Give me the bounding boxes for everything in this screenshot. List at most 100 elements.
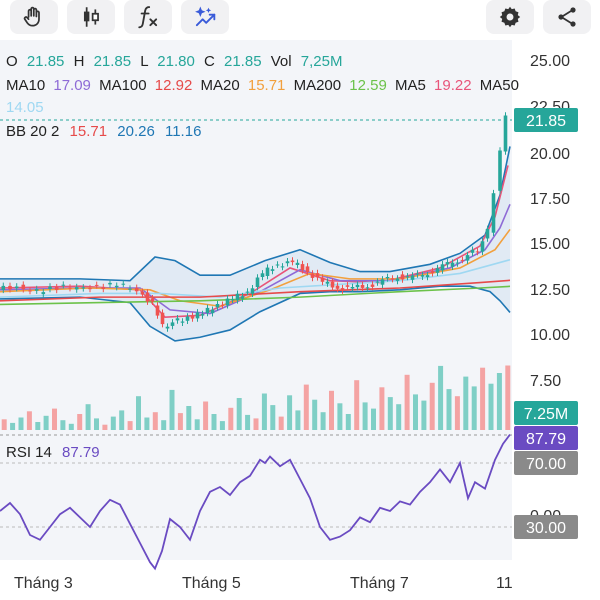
candle-body xyxy=(114,285,119,288)
candle-body xyxy=(330,281,335,288)
volume-bar xyxy=(278,416,284,430)
last-price-badge: 21.85 xyxy=(514,108,578,132)
volume-bar xyxy=(77,414,83,430)
volume-bar xyxy=(18,417,24,430)
candle-body xyxy=(400,274,405,280)
ma10-value: 17.09 xyxy=(53,77,91,94)
candle-body xyxy=(235,293,240,301)
volume-bar xyxy=(94,418,99,430)
volume-bar xyxy=(303,384,309,430)
volume-bar xyxy=(505,365,511,430)
candle-body xyxy=(355,284,360,288)
bb-lower-value: 11.16 xyxy=(165,123,201,140)
volume-bar xyxy=(186,406,192,430)
volume-bar xyxy=(429,382,435,430)
rsi-30-badge: 30.00 xyxy=(514,515,578,539)
rsi-label: RSI 14 xyxy=(6,444,52,461)
volume-bar xyxy=(35,422,41,430)
candle-body xyxy=(360,284,365,288)
rsi-30-value: 30.00 xyxy=(526,520,566,537)
candle-body xyxy=(450,262,455,267)
volume-bar xyxy=(194,419,200,430)
ma-line-ma50 xyxy=(0,258,511,298)
candle-body xyxy=(485,229,490,239)
function-icon xyxy=(138,6,158,29)
high-value: 21.85 xyxy=(94,53,132,70)
rsi-line xyxy=(0,433,511,571)
volume-bar xyxy=(480,367,486,430)
ai-assist-button[interactable] xyxy=(181,0,229,34)
candle-body xyxy=(380,279,385,285)
volume-bar xyxy=(43,415,49,430)
ma-legend-line1: MA10 17.09 MA100 12.92 MA20 15.71 MA200 … xyxy=(6,77,519,94)
candle-body xyxy=(61,284,66,286)
candle-body xyxy=(335,285,340,289)
hand-tool-button[interactable] xyxy=(10,0,58,34)
price-tick: 12.50 xyxy=(530,282,570,299)
candle-body xyxy=(128,288,132,290)
volume-bar xyxy=(488,383,494,430)
candle-body xyxy=(145,292,150,302)
candle-body xyxy=(420,275,425,277)
candle-body xyxy=(285,261,290,264)
candlestick-icon xyxy=(83,7,99,27)
candle-body xyxy=(245,291,250,293)
volume-bar xyxy=(371,408,376,430)
candle-body xyxy=(440,264,445,271)
candle-body xyxy=(430,271,435,274)
candle-body xyxy=(225,298,230,306)
candle-body xyxy=(54,287,59,290)
candle-body xyxy=(385,277,390,279)
share-button[interactable] xyxy=(543,0,591,34)
price-tick: 17.50 xyxy=(530,191,570,208)
candle-body xyxy=(425,275,430,278)
volume-bar xyxy=(52,408,57,430)
candle-body xyxy=(310,273,315,278)
candle-body xyxy=(455,262,460,264)
volume-bar xyxy=(295,410,301,430)
candle-body xyxy=(465,255,470,261)
candle-body xyxy=(21,284,26,290)
ma50-value: 14.05 xyxy=(6,99,44,116)
volume-bar xyxy=(60,420,66,430)
candle-body xyxy=(74,287,79,290)
volume-bar xyxy=(496,373,502,430)
volume-bar xyxy=(127,421,133,430)
x-label: 11 xyxy=(496,575,513,592)
ma100-value: 12.92 xyxy=(155,77,193,94)
candle-body xyxy=(503,115,508,152)
settings-icon xyxy=(499,6,521,28)
candle-body xyxy=(498,150,502,191)
ma20-label: MA20 xyxy=(201,77,240,94)
candle-body xyxy=(28,290,32,292)
candle-body xyxy=(265,267,270,276)
stock-chart[interactable]: 25.00 22.50 20.00 17.50 15.00 12.50 10.0… xyxy=(0,40,600,600)
candle-body xyxy=(325,281,330,284)
x-label: Tháng 7 xyxy=(350,575,409,592)
candle-body xyxy=(230,299,235,301)
candlestick-type-button[interactable] xyxy=(67,0,115,34)
candle-body xyxy=(295,262,300,265)
candle-body xyxy=(255,277,260,287)
candle-body xyxy=(435,268,440,273)
settings-button[interactable] xyxy=(486,0,534,34)
volume-bar xyxy=(396,404,402,430)
candle-body xyxy=(365,287,370,289)
bb-mid-value: 15.71 xyxy=(70,123,108,140)
candle-body xyxy=(180,321,185,323)
candle-body xyxy=(491,193,496,233)
candle-body xyxy=(460,259,465,261)
volume-bar xyxy=(379,387,385,430)
price-tick: 15.00 xyxy=(530,236,570,253)
indicators-button[interactable] xyxy=(124,0,172,34)
candle-body xyxy=(200,314,205,316)
volume-bar xyxy=(387,397,393,430)
volume-bar xyxy=(152,412,158,430)
volume-legend-value: 7,25M xyxy=(301,53,343,70)
candle-body xyxy=(41,292,46,295)
bb-upper-line xyxy=(0,146,511,282)
volume-bar xyxy=(144,417,150,430)
open-value: 21.85 xyxy=(27,53,65,70)
volume-bar xyxy=(337,403,343,430)
volume-bar xyxy=(10,422,16,430)
